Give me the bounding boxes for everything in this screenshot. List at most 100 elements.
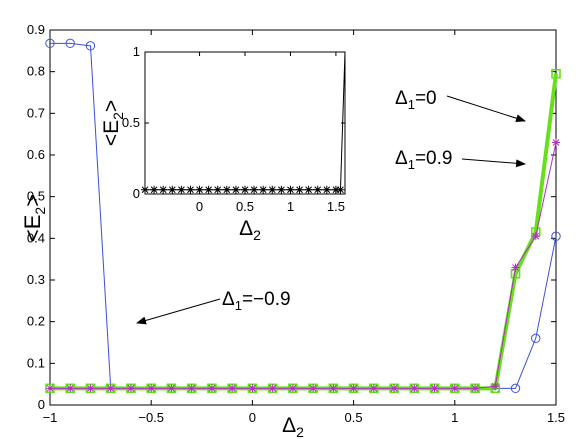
- annotation-delta1-0: Δ1=0: [395, 88, 526, 123]
- inset-series: [141, 51, 346, 194]
- svg-text:Δ1=0.9: Δ1=0.9: [395, 148, 452, 172]
- y-tick-label: 0.2: [27, 314, 45, 329]
- main-y-axis-label: <E2>: [20, 194, 48, 242]
- data-point: [248, 384, 257, 393]
- data-point: [147, 384, 156, 393]
- data-point: [331, 185, 340, 194]
- y-tick-label: 0.5: [27, 189, 45, 204]
- x-tick-label: 1: [451, 410, 458, 425]
- data-point: [369, 384, 378, 393]
- data-point: [329, 384, 338, 393]
- main-x-axis-label: Δ2: [282, 414, 304, 439]
- y-tick-label: 1: [133, 44, 140, 59]
- y-tick-label: 0.1: [27, 355, 45, 370]
- data-point: [309, 384, 318, 393]
- x-tick-label: 1.5: [547, 410, 565, 425]
- data-point: [551, 231, 561, 241]
- inset-ticks: 0 0.5 1 1.5 0 0.5 1: [122, 44, 345, 214]
- data-point: [510, 383, 521, 394]
- x-tick-label: −1: [43, 410, 58, 425]
- inset-plot-frame: [144, 51, 346, 195]
- data-point: [552, 138, 560, 147]
- data-point: [531, 333, 541, 344]
- data-point: [511, 263, 520, 272]
- main-ticks: −1 −0.5 0 0.5 1 1.5 0 0.1 0.2 0.3 0.4 0.5 0.6 0.7 0.8 0…: [27, 22, 565, 425]
- x-tick-label: 1: [287, 199, 294, 214]
- annotation-arrow: [446, 95, 526, 123]
- data-point: [551, 68, 561, 79]
- y-tick-label: 0: [38, 397, 45, 412]
- data-point: [268, 185, 277, 194]
- annotation-delta1-neg0.9: Δ1=−0.9: [136, 289, 291, 325]
- data-point: [167, 384, 176, 393]
- x-tick-label: 0: [249, 410, 256, 425]
- data-point: [187, 384, 196, 393]
- main-plot-frame: [49, 29, 557, 406]
- data-point: [228, 384, 237, 393]
- inset-y-axis-label: <E2>: [100, 100, 126, 146]
- data-point: [304, 185, 313, 194]
- data-point: [159, 185, 168, 194]
- annotation-delta1-0.9: Δ1=0.9: [395, 148, 526, 172]
- data-point: [204, 185, 213, 194]
- data-point: [390, 384, 399, 393]
- data-point: [430, 384, 439, 393]
- inset-x-axis-label: Δ2: [239, 217, 261, 243]
- data-point: [150, 185, 159, 194]
- data-point: [45, 38, 55, 49]
- data-point: [322, 185, 331, 194]
- data-point: [410, 384, 419, 393]
- data-point: [85, 41, 96, 51]
- x-tick-label: 0.5: [236, 199, 254, 214]
- y-tick-label: 0: [133, 186, 140, 201]
- series-0: [141, 51, 346, 194]
- data-point: [177, 185, 186, 194]
- data-point: [106, 384, 115, 393]
- data-point: [241, 185, 249, 194]
- y-tick-label: 0.9: [27, 22, 45, 37]
- data-point: [336, 185, 345, 194]
- data-point: [222, 185, 231, 194]
- x-tick-label: 0: [196, 199, 203, 214]
- svg-text:Δ1=0: Δ1=0: [395, 88, 437, 112]
- data-point: [450, 384, 459, 393]
- data-point: [313, 185, 322, 194]
- data-point: [86, 384, 95, 393]
- data-point: [65, 38, 75, 49]
- data-point: [531, 232, 540, 241]
- y-tick-label: 0.8: [27, 64, 45, 79]
- data-point: [491, 382, 500, 391]
- data-point: [207, 384, 216, 393]
- data-point: [213, 185, 222, 194]
- data-point: [195, 185, 204, 194]
- series-2: [46, 138, 560, 393]
- data-point: [250, 185, 259, 194]
- main-series: [45, 38, 561, 394]
- x-tick-label: 0.5: [345, 410, 363, 425]
- data-point: [277, 185, 286, 194]
- data-point: [126, 384, 135, 393]
- data-point: [288, 384, 297, 393]
- data-point: [66, 384, 75, 393]
- y-tick-label: 0.5: [122, 115, 140, 130]
- data-point: [295, 185, 304, 194]
- data-point: [268, 384, 277, 393]
- annotation-arrow: [461, 158, 526, 168]
- data-point: [286, 185, 295, 194]
- data-point: [186, 185, 195, 194]
- data-point: [259, 185, 268, 194]
- annotation-arrow: [136, 298, 221, 325]
- y-tick-label: 0.6: [27, 147, 45, 162]
- data-point: [471, 384, 480, 393]
- x-tick-label: −0.5: [138, 410, 164, 425]
- data-point: [168, 185, 177, 194]
- x-tick-label: 1.5: [327, 199, 345, 214]
- y-tick-label: 0.4: [27, 230, 45, 245]
- data-point: [46, 384, 54, 393]
- y-tick-label: 0.3: [27, 272, 45, 287]
- data-point: [231, 185, 240, 194]
- y-tick-label: 0.7: [27, 105, 45, 120]
- data-point: [141, 185, 149, 194]
- data-point: [349, 384, 358, 393]
